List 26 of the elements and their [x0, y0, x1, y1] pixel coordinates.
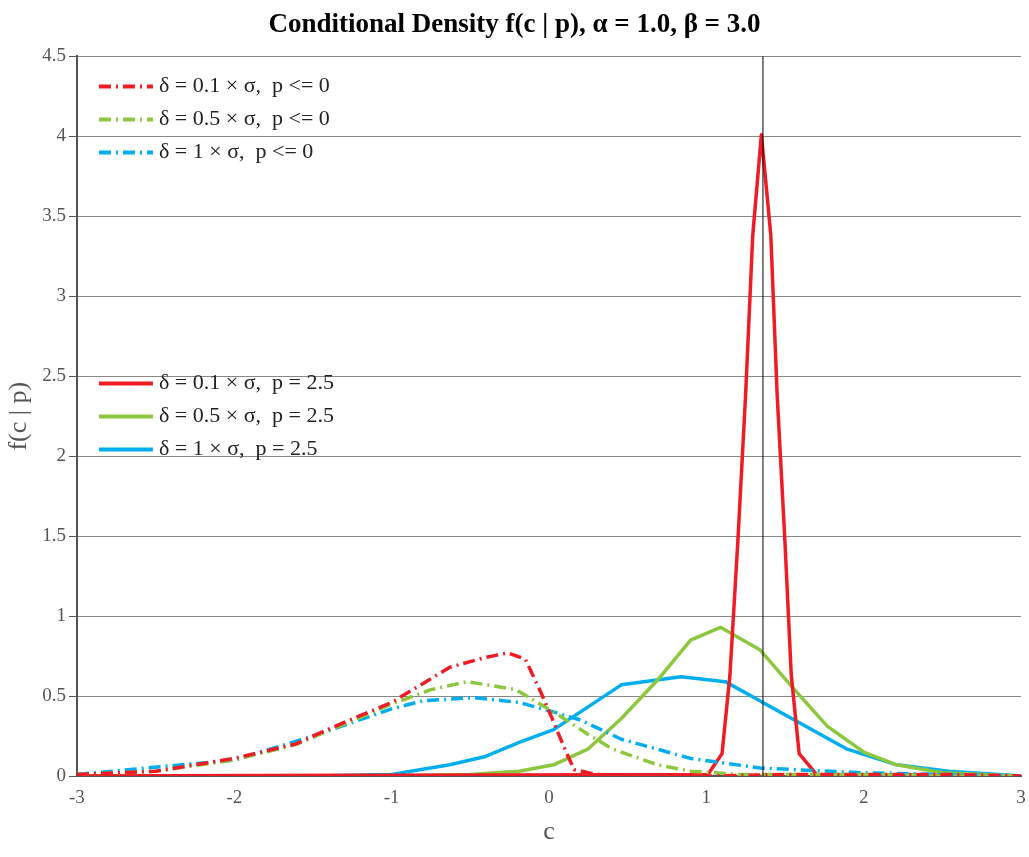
legend-label: δ = 0.5 × σ, p = 2.5 — [158, 402, 334, 428]
y-tick-label: 0 — [56, 763, 66, 785]
y-tick-label: 3.5 — [42, 204, 66, 226]
x-tick-label: 1 — [701, 786, 712, 808]
y-tick-label: 1.5 — [42, 524, 66, 546]
legend-label: δ = 1 × σ, p = 2.5 — [158, 435, 318, 461]
y-tick-label: 2.5 — [42, 364, 66, 386]
legend-label: δ = 1 × σ, p <= 0 — [158, 138, 314, 164]
y-tick-label: 3 — [56, 284, 66, 306]
chart-title: Conditional Density f(c | p), α = 1.0, β = 3.0 — [267, 8, 762, 40]
legend-label: δ = 0.5 × σ, p <= 0 — [158, 105, 330, 131]
x-tick-label: 2 — [858, 786, 869, 808]
x-tick-label: -1 — [383, 786, 400, 808]
x-axis-title: c — [543, 816, 555, 846]
x-tick-label: -3 — [69, 786, 85, 808]
legend-label: δ = 0.1 × σ, p = 2.5 — [158, 369, 334, 395]
x-tick-label: -2 — [226, 786, 243, 808]
y-tick-label: 0.5 — [42, 684, 66, 706]
x-tick-label: 0 — [544, 786, 554, 808]
y-tick-label: 2 — [56, 444, 66, 466]
y-axis-title: f(c | p) — [3, 381, 33, 451]
y-tick-label: 4.5 — [42, 44, 66, 66]
x-tick-label: 3 — [1016, 786, 1026, 808]
legend-label: δ = 0.1 × σ, p <= 0 — [158, 72, 330, 98]
y-tick-label: 4 — [56, 124, 67, 146]
y-tick-label: 1 — [56, 604, 66, 626]
